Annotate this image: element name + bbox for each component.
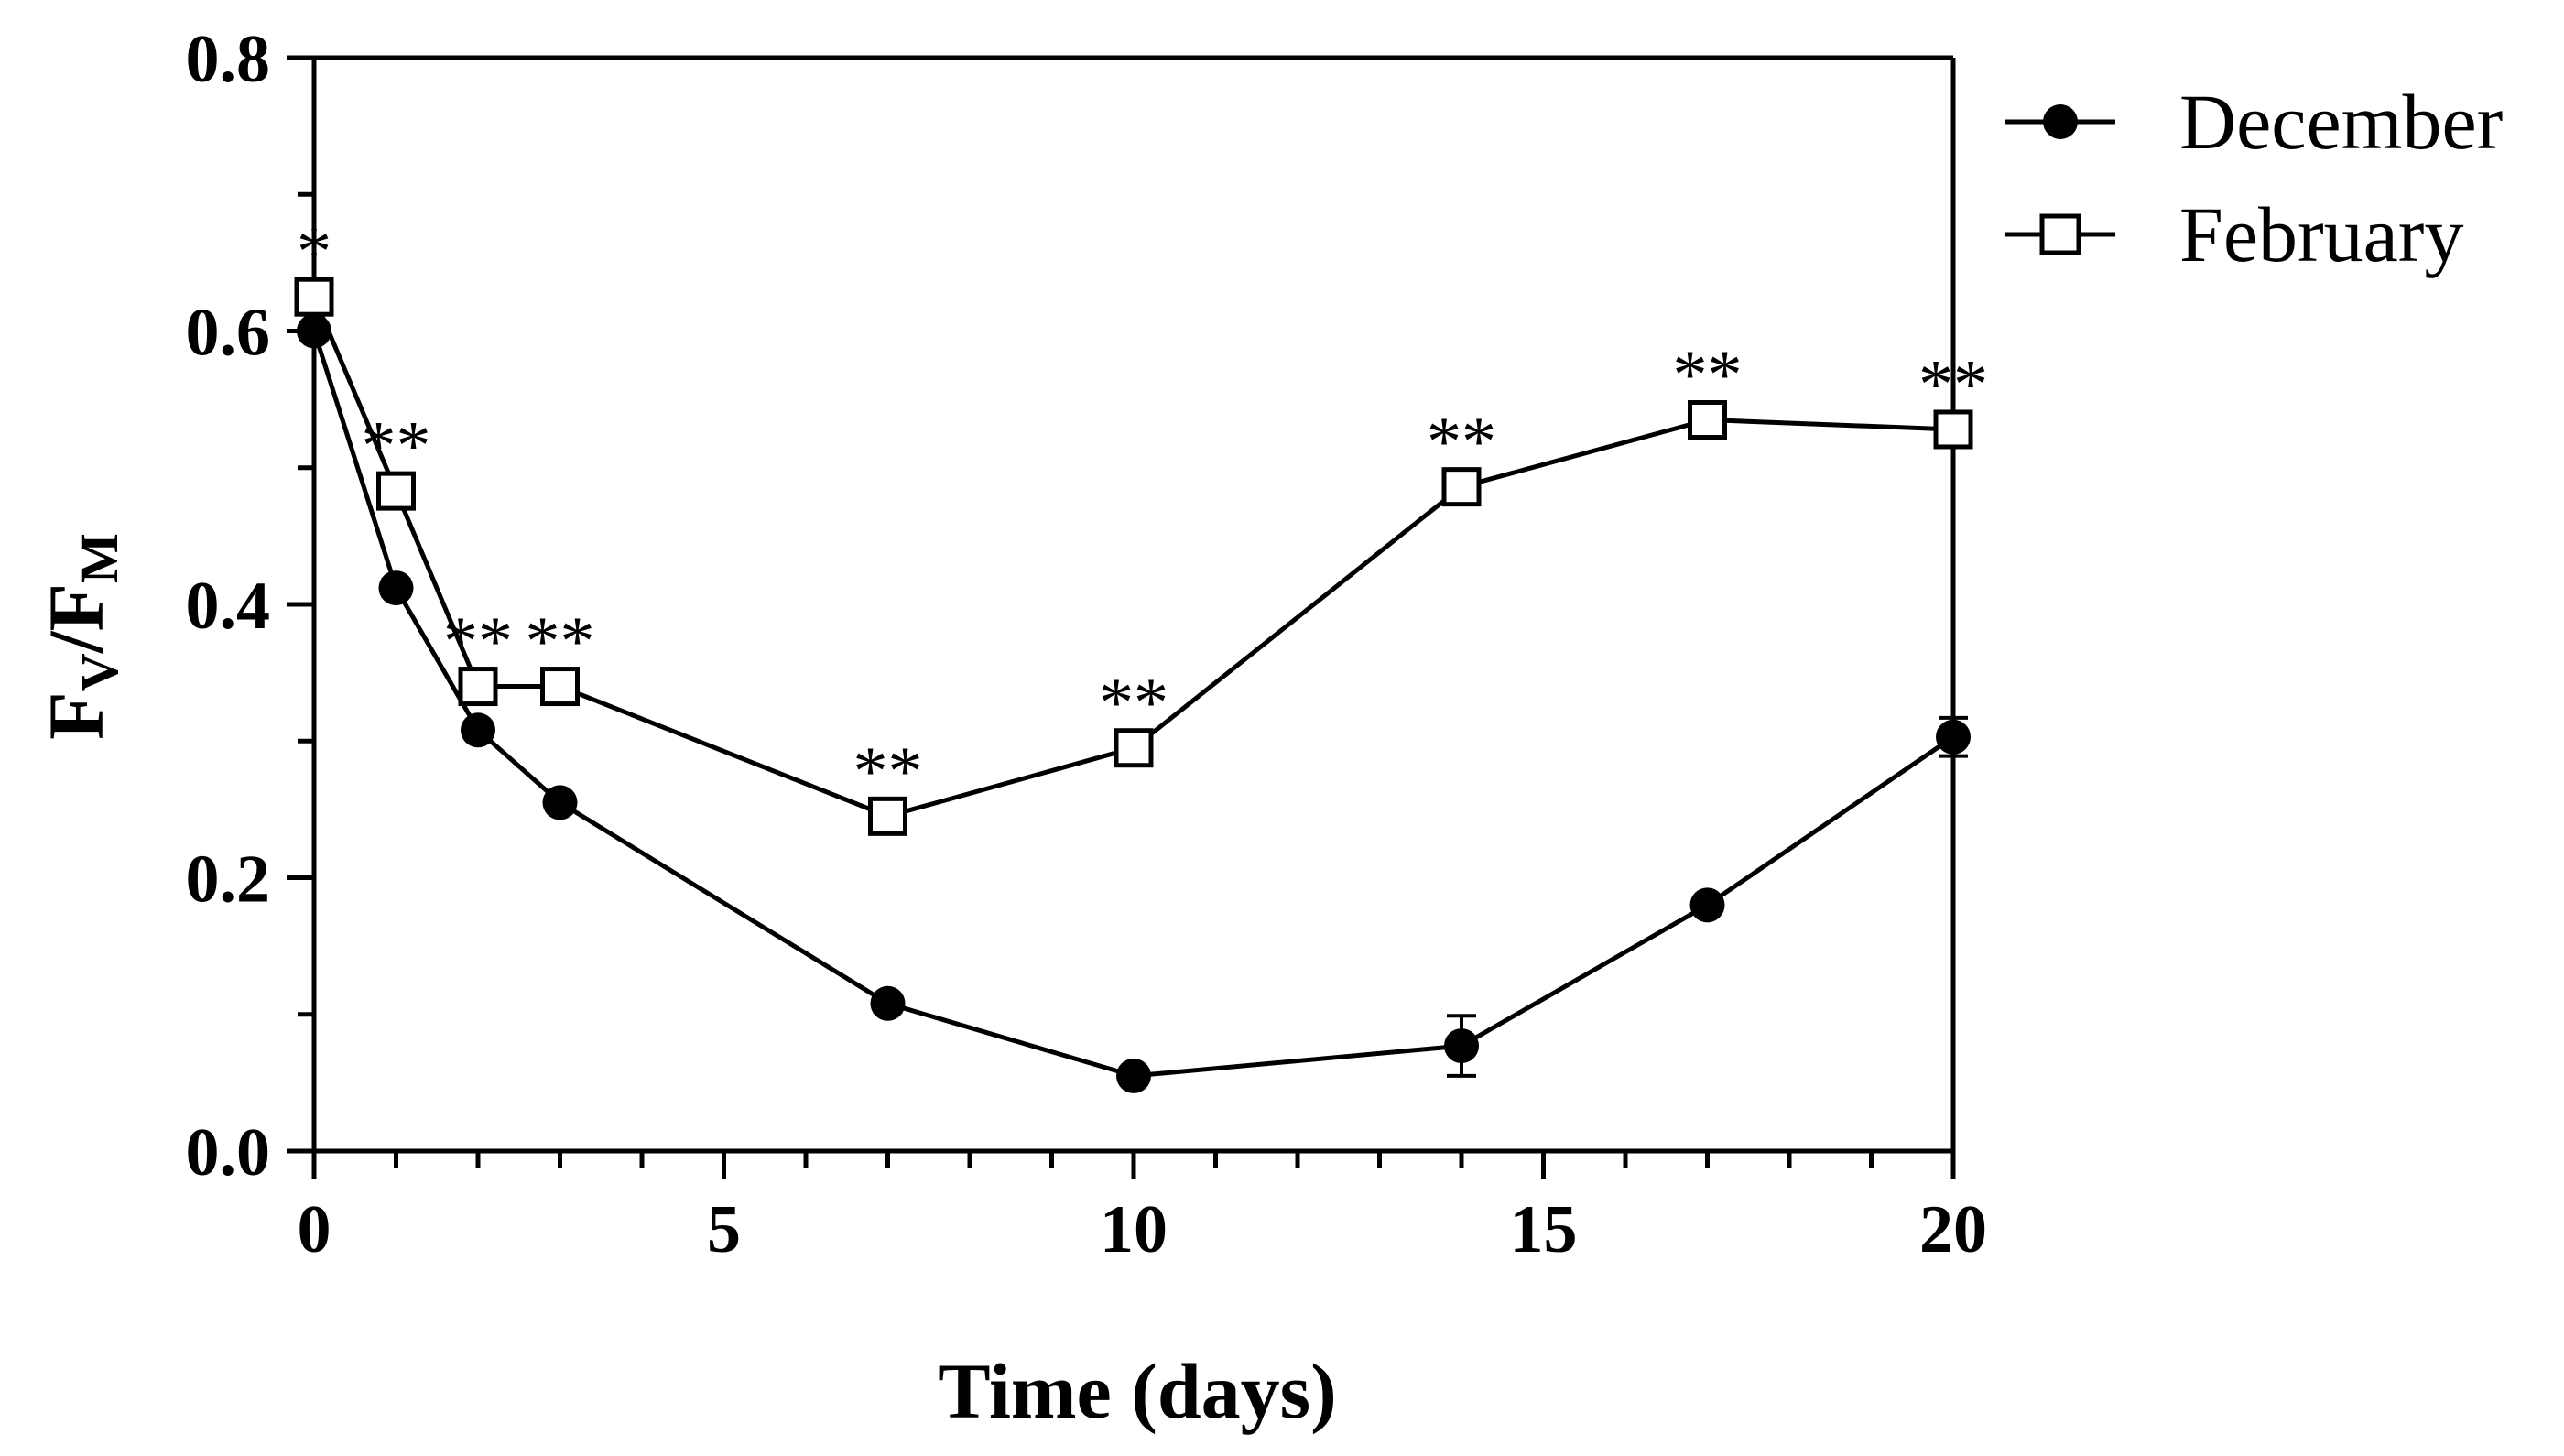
y-tick-label: 0.0 bbox=[186, 1115, 271, 1190]
data-point-february bbox=[376, 471, 416, 511]
data-point-december bbox=[461, 712, 495, 748]
significance-marker: ** bbox=[362, 407, 431, 484]
data-point-february bbox=[1688, 400, 1727, 440]
significance-marker: ** bbox=[1099, 665, 1168, 742]
x-tick-label: 10 bbox=[1100, 1192, 1168, 1267]
data-point-december bbox=[378, 570, 414, 606]
data-point-february bbox=[540, 667, 580, 707]
y-axis-title-slash: / bbox=[32, 630, 120, 654]
data-point-february bbox=[868, 796, 907, 836]
y-tick-label: 0.8 bbox=[186, 22, 271, 97]
x-tick-label: 20 bbox=[1919, 1192, 1987, 1267]
data-point-february bbox=[1114, 728, 1154, 768]
data-point-december bbox=[1444, 1028, 1479, 1064]
y-axis-title-sub1: V bbox=[70, 653, 129, 691]
y-tick-label: 0.2 bbox=[186, 842, 271, 918]
data-point-december bbox=[1689, 887, 1725, 923]
data-point-february bbox=[1933, 409, 1973, 450]
x-axis-title: Time (days) bbox=[938, 1347, 1337, 1435]
data-point-december bbox=[1116, 1058, 1151, 1093]
x-tick-label: 5 bbox=[707, 1192, 741, 1267]
data-point-december bbox=[297, 313, 331, 349]
significance-marker: ** bbox=[526, 603, 595, 680]
data-point-december bbox=[870, 985, 906, 1021]
significance-annotations: ***** ********** ** bbox=[297, 213, 1988, 809]
x-tick-label: 15 bbox=[1510, 1192, 1578, 1267]
legend: December February bbox=[2005, 78, 2503, 278]
axis-ticks: 0.0 0.2 0.4 0.6 0.8 0 5 10 15 20 bbox=[186, 22, 1988, 1267]
y-axis-title-f2: F bbox=[32, 583, 120, 632]
significance-marker: ** bbox=[443, 603, 513, 680]
significance-marker: * bbox=[297, 213, 331, 290]
y-axis-title: FV/FM bbox=[32, 533, 129, 740]
data-point-february bbox=[1441, 467, 1482, 507]
y-tick-label: 0.4 bbox=[186, 569, 271, 644]
legend-label-february: February bbox=[2179, 190, 2463, 278]
data-point-december bbox=[1936, 719, 1971, 755]
x-tick-label: 0 bbox=[298, 1192, 331, 1267]
legend-item-february: February bbox=[2005, 190, 2463, 278]
y-axis-title-f1: F bbox=[32, 691, 120, 740]
data-point-february bbox=[294, 277, 334, 317]
data-point-december bbox=[542, 785, 578, 820]
legend-marker-december bbox=[2043, 104, 2078, 139]
significance-marker: ** bbox=[1918, 346, 1988, 423]
significance-marker: ** bbox=[1673, 337, 1743, 414]
data-point-february bbox=[458, 667, 498, 707]
significance-marker: ** bbox=[1427, 404, 1496, 481]
significance-marker: ** bbox=[853, 733, 923, 809]
y-axis-title-sub2: M bbox=[70, 533, 129, 583]
series-layer bbox=[294, 277, 1973, 1093]
legend-item-december: December bbox=[2005, 78, 2503, 166]
legend-label-december: December bbox=[2179, 78, 2503, 166]
y-tick-label: 0.6 bbox=[186, 296, 271, 371]
legend-marker-february bbox=[2039, 213, 2081, 255]
